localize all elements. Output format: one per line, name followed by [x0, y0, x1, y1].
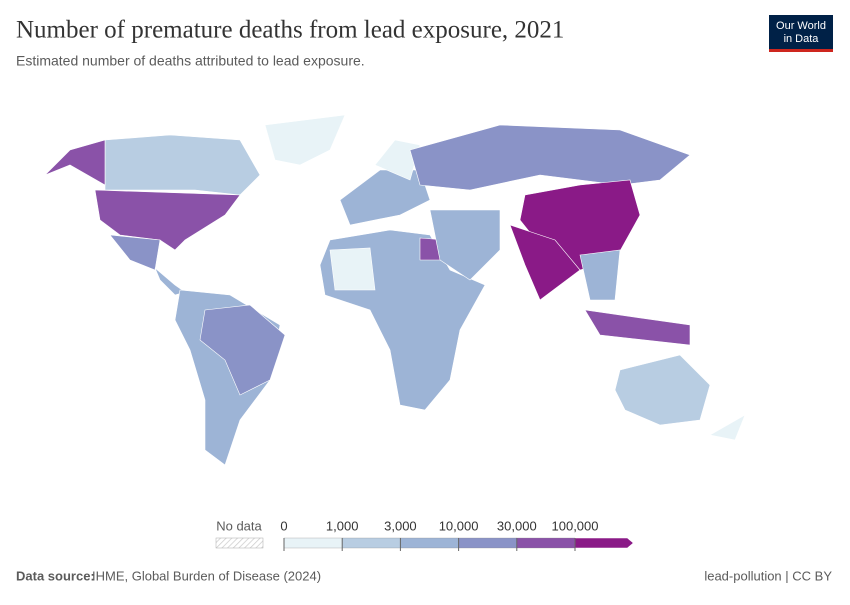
- legend-tick-label: 10,000: [439, 518, 479, 533]
- greenland: [264, 114, 346, 166]
- russia: [409, 124, 691, 191]
- legend-swatch: [342, 537, 401, 549]
- legend-tick-label: 30,000: [497, 518, 537, 533]
- legend-swatch: [574, 537, 634, 549]
- legend-swatch: [516, 537, 576, 549]
- slug: lead-pollution | CC BY: [704, 568, 832, 583]
- source: IHME, Global Burden of Disease (2024): [92, 568, 321, 583]
- legend-tick-label: 3,000: [384, 518, 417, 533]
- new-zealand: [709, 414, 746, 441]
- europe: [339, 169, 431, 226]
- southeast-asia: [579, 249, 621, 301]
- logo-box: [769, 15, 833, 52]
- australia: [614, 354, 711, 426]
- canada: [104, 134, 261, 196]
- legend-no-data-label: No data: [216, 518, 262, 533]
- legend: No data 0 1,000 3,000 10,000 30,000 100,000: [215, 518, 634, 551]
- map: [44, 114, 746, 466]
- india: [509, 224, 581, 301]
- legend-swatch: [283, 537, 343, 549]
- indonesia: [584, 309, 691, 346]
- legend-no-data-swatch: [215, 537, 264, 549]
- logo-text: in Data: [784, 33, 820, 45]
- title: Number of premature deaths from lead exp…: [16, 17, 564, 44]
- middle-east: [429, 209, 501, 281]
- legend-swatch: [400, 537, 459, 549]
- source-label: Data source:: [16, 568, 95, 583]
- scandinavia: [374, 139, 421, 181]
- west-africa: [329, 247, 376, 291]
- usa: [94, 189, 241, 251]
- logo[interactable]: Our World in Data: [769, 15, 833, 52]
- mexico: [109, 234, 161, 271]
- alaska: [44, 139, 106, 186]
- logo-stripe: [769, 49, 833, 52]
- legend-tick-label: 0: [280, 518, 287, 533]
- legend-tick-label: 100,000: [552, 518, 599, 533]
- logo-text: Our World: [776, 20, 826, 32]
- subtitle: Estimated number of deaths attributed to…: [16, 53, 365, 69]
- legend-swatch: [458, 537, 517, 549]
- legend-tick-label: 1,000: [326, 518, 359, 533]
- brazil: [199, 304, 286, 396]
